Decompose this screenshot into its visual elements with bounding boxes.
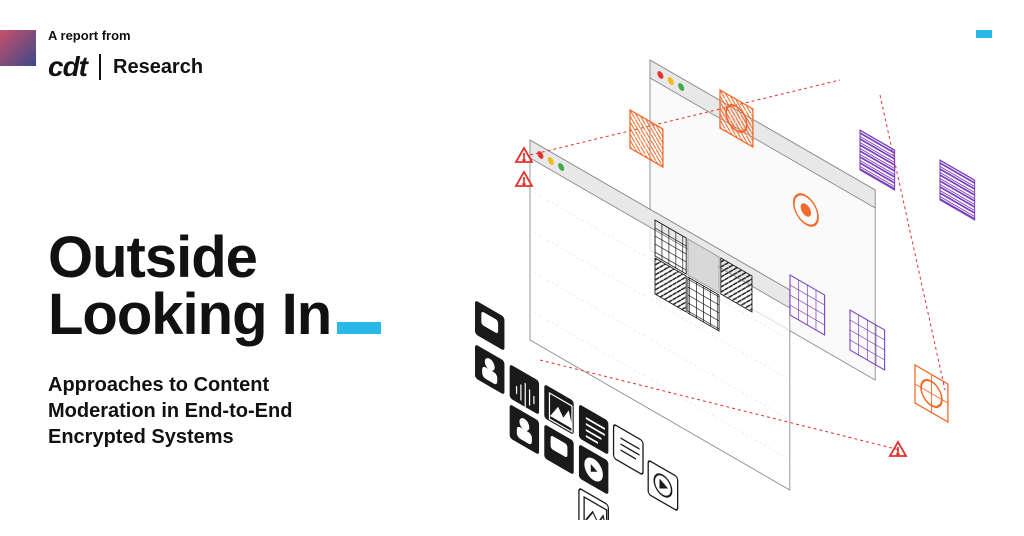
cdt-logo: cdt bbox=[48, 51, 87, 83]
eyebrow-text: A report from bbox=[48, 28, 203, 43]
report-title: Outside Looking In bbox=[48, 230, 381, 344]
gradient-accent-square bbox=[0, 30, 36, 66]
report-header: A report from cdt Research bbox=[48, 28, 203, 83]
title-line-1: Outside bbox=[48, 225, 257, 290]
report-subtitle: Approaches to Content Moderation in End-… bbox=[48, 372, 368, 450]
brand-line: cdt Research bbox=[48, 51, 203, 83]
title-underline-accent bbox=[337, 322, 381, 334]
title-line-2: Looking In bbox=[48, 282, 331, 347]
isometric-illustration bbox=[420, 20, 1000, 520]
brand-sublabel: Research bbox=[113, 56, 203, 79]
brand-divider bbox=[99, 54, 101, 80]
title-block: Outside Looking In Approaches to Content… bbox=[48, 230, 381, 450]
